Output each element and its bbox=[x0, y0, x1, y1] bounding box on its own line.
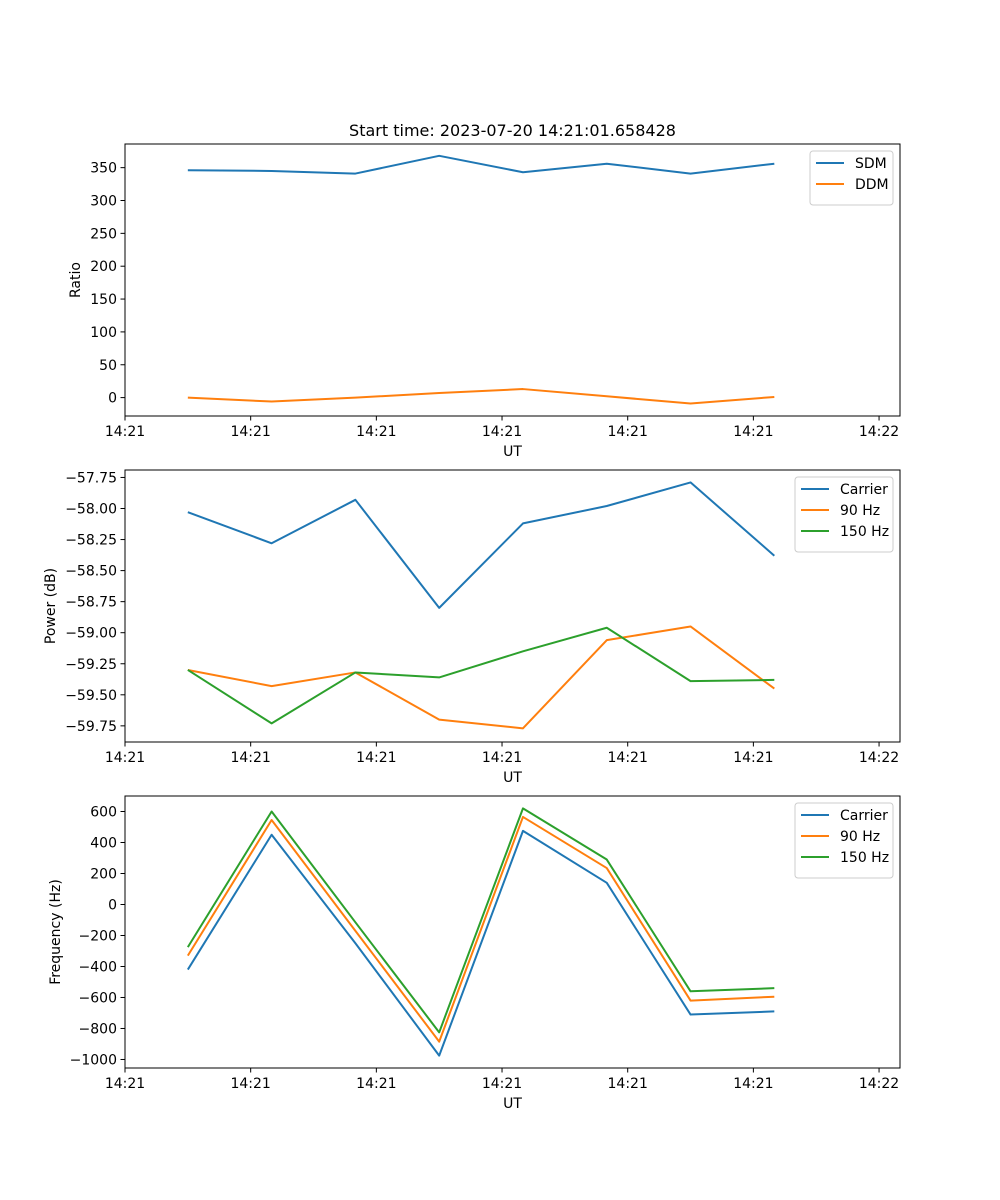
y-tick-label: −59.25 bbox=[65, 657, 117, 673]
y-axis-label: Frequency (Hz) bbox=[48, 879, 64, 985]
legend-label: 90 Hz bbox=[840, 503, 880, 519]
x-axis-label: UT bbox=[503, 444, 522, 460]
series-line-sdm bbox=[187, 154, 775, 175]
legend: SDM DDM bbox=[809, 150, 894, 206]
x-tick-label: 14:21 bbox=[608, 1076, 648, 1092]
chart-title: Start time: 2023-07-20 14:21:01.658428 bbox=[349, 121, 676, 140]
y-tick-label: 350 bbox=[90, 161, 117, 177]
legend-label: Carrier bbox=[840, 808, 888, 824]
y-tick-label: 200 bbox=[90, 866, 117, 882]
y-tick-label: 0 bbox=[108, 897, 117, 913]
legend: Carrier 90 Hz 150 Hz bbox=[794, 476, 894, 553]
x-tick-label: 14:22 bbox=[859, 750, 899, 766]
y-tick-label: −200 bbox=[79, 928, 117, 944]
x-tick-label: 14:22 bbox=[859, 1076, 899, 1092]
series-line-90-hz bbox=[187, 625, 775, 730]
x-axis-label: UT bbox=[503, 1096, 522, 1112]
y-tick-label: −400 bbox=[79, 959, 117, 975]
x-tick-label: 14:21 bbox=[230, 750, 270, 766]
y-tick-label: −58.25 bbox=[65, 533, 117, 549]
y-tick-label: −800 bbox=[79, 1021, 117, 1037]
x-tick-label: 14:21 bbox=[733, 424, 773, 440]
y-tick-label: 200 bbox=[90, 259, 117, 275]
y-tick-label: −600 bbox=[79, 990, 117, 1006]
y-tick-label: −59.75 bbox=[65, 719, 117, 735]
x-tick-label: 14:21 bbox=[230, 424, 270, 440]
plot-frame bbox=[124, 469, 901, 743]
x-tick-label: 14:21 bbox=[230, 1076, 270, 1092]
series-line-carrier bbox=[186, 829, 775, 1057]
legend: Carrier 90 Hz 150 Hz bbox=[794, 802, 894, 879]
y-tick-label: −1000 bbox=[70, 1052, 117, 1068]
y-tick-label: 600 bbox=[90, 804, 117, 820]
y-tick-label: 400 bbox=[90, 835, 117, 851]
chart-panel-1: 14:21 14:21 14:21 14:21 14:21 14:21 14:22 0 50 10… bbox=[68, 143, 901, 460]
x-tick-label: 14:21 bbox=[356, 1076, 396, 1092]
legend-label: SDM bbox=[855, 156, 887, 172]
y-tick-label: −57.75 bbox=[65, 470, 117, 486]
legend-label: DDM bbox=[855, 177, 889, 193]
legend-box bbox=[794, 802, 894, 879]
x-tick-label: 14:22 bbox=[859, 424, 899, 440]
x-tick-label: 14:21 bbox=[105, 1076, 145, 1092]
series-line-90-hz bbox=[186, 815, 775, 1043]
y-tick-label: −59.00 bbox=[65, 626, 117, 642]
y-tick-label: −58.00 bbox=[65, 502, 117, 518]
legend-box bbox=[809, 150, 894, 206]
chart-panel-3: 14:21 14:21 14:21 14:21 14:21 14:21 14:22 600 40… bbox=[48, 795, 901, 1112]
y-tick-label: −58.75 bbox=[65, 595, 117, 611]
plot-frame bbox=[124, 795, 901, 1069]
x-tick-label: 14:21 bbox=[356, 750, 396, 766]
series-line-carrier bbox=[187, 481, 775, 609]
x-tick-label: 14:21 bbox=[733, 1076, 773, 1092]
x-tick-label: 14:21 bbox=[105, 750, 145, 766]
x-tick-label: 14:21 bbox=[482, 424, 522, 440]
legend-label: 90 Hz bbox=[840, 829, 880, 845]
y-tick-label: 150 bbox=[90, 292, 117, 308]
y-axis-label: Ratio bbox=[68, 262, 84, 298]
chart-panel-2: 14:21 14:21 14:21 14:21 14:21 14:21 14:22 −57.7… bbox=[43, 469, 901, 786]
legend-label: Carrier bbox=[840, 482, 888, 498]
y-tick-label: −59.50 bbox=[65, 688, 117, 704]
y-tick-label: −58.50 bbox=[65, 564, 117, 580]
series-line-150-hz bbox=[187, 626, 775, 725]
x-tick-label: 14:21 bbox=[608, 750, 648, 766]
x-tick-label: 14:21 bbox=[482, 750, 522, 766]
legend-box bbox=[794, 476, 894, 553]
series-line-ddm bbox=[187, 388, 775, 405]
y-tick-label: 0 bbox=[108, 391, 117, 407]
y-tick-label: 250 bbox=[90, 226, 117, 242]
x-tick-label: 14:21 bbox=[733, 750, 773, 766]
legend-label: 150 Hz bbox=[840, 850, 889, 866]
x-axis-label: UT bbox=[503, 770, 522, 786]
x-tick-label: 14:21 bbox=[482, 1076, 522, 1092]
x-tick-label: 14:21 bbox=[608, 424, 648, 440]
series-line-150-hz bbox=[186, 807, 775, 1034]
legend-label: 150 Hz bbox=[840, 524, 889, 540]
y-tick-label: 50 bbox=[99, 358, 117, 374]
y-tick-label: 100 bbox=[90, 325, 117, 341]
x-tick-label: 14:21 bbox=[105, 424, 145, 440]
y-tick-label: 300 bbox=[90, 194, 117, 210]
x-tick-label: 14:21 bbox=[356, 424, 396, 440]
plot-frame bbox=[124, 143, 901, 417]
y-axis-label: Power (dB) bbox=[43, 568, 59, 644]
